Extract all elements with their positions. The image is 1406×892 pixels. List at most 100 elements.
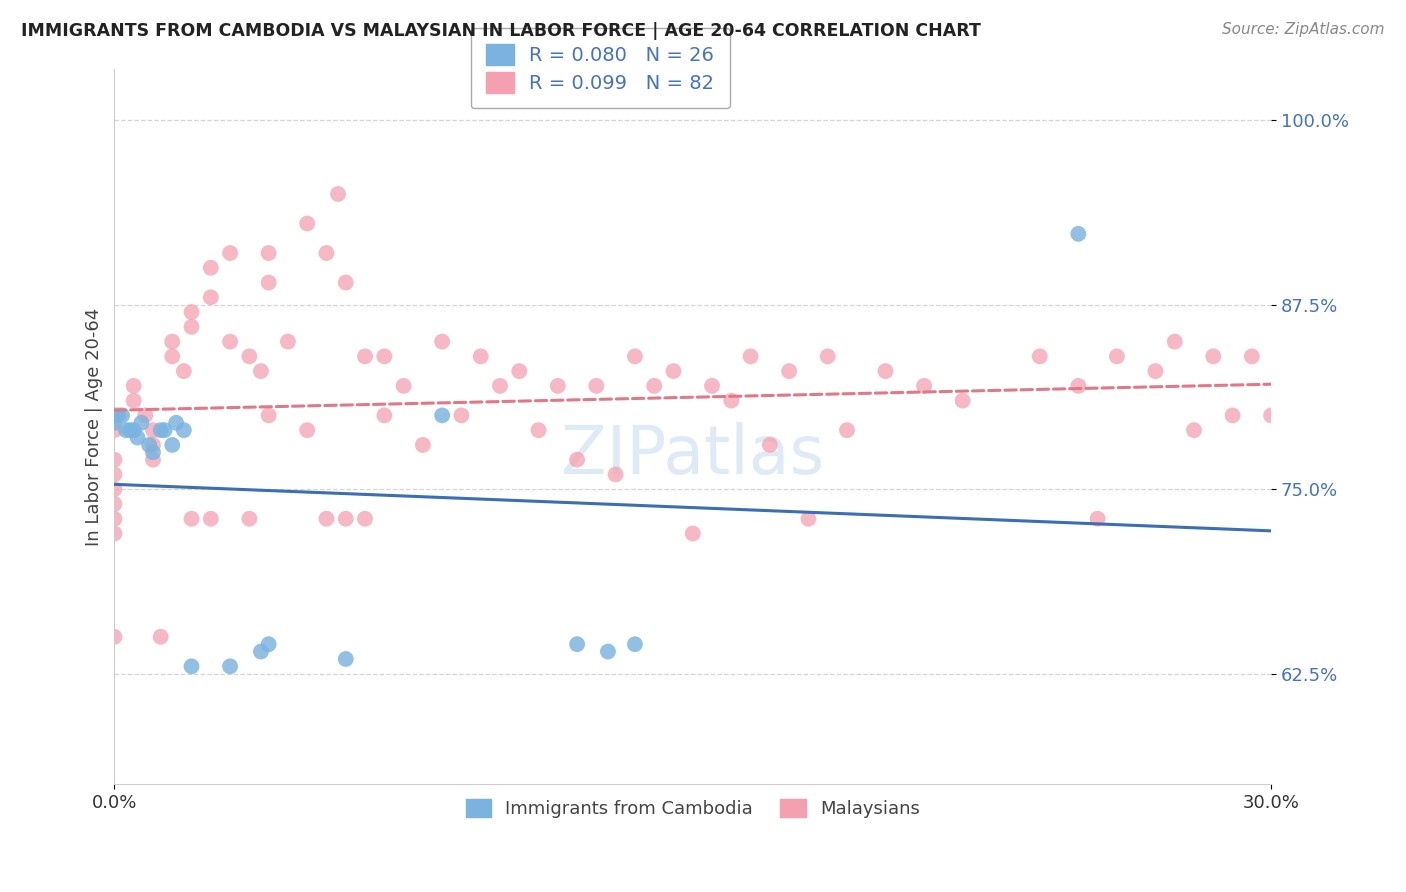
Point <box>180 319 202 334</box>
Point <box>200 512 222 526</box>
Point <box>103 452 125 467</box>
Point <box>778 364 800 378</box>
Point <box>173 423 195 437</box>
Point <box>131 416 153 430</box>
Point <box>103 630 125 644</box>
Point <box>219 334 242 349</box>
Point <box>335 652 357 666</box>
Point <box>759 438 782 452</box>
Point <box>315 512 337 526</box>
Point <box>585 379 607 393</box>
Point <box>180 659 202 673</box>
Point <box>173 364 195 378</box>
Point <box>1222 409 1244 423</box>
Point <box>115 423 138 437</box>
Point <box>219 246 242 260</box>
Text: Source: ZipAtlas.com: Source: ZipAtlas.com <box>1222 22 1385 37</box>
Point <box>111 409 134 423</box>
Point <box>700 379 723 393</box>
Point <box>952 393 974 408</box>
Legend: Immigrants from Cambodia, Malaysians: Immigrants from Cambodia, Malaysians <box>458 792 927 825</box>
Point <box>107 409 129 423</box>
Point <box>797 512 820 526</box>
Point <box>412 438 434 452</box>
Point <box>1105 350 1128 364</box>
Point <box>1067 227 1090 241</box>
Point <box>295 423 318 437</box>
Point <box>643 379 665 393</box>
Point <box>257 409 280 423</box>
Point <box>122 393 145 408</box>
Point <box>392 379 415 393</box>
Point <box>295 217 318 231</box>
Point <box>127 431 149 445</box>
Point <box>103 409 125 423</box>
Point <box>122 423 145 437</box>
Point <box>142 445 165 459</box>
Point <box>153 423 176 437</box>
Point <box>1182 423 1205 437</box>
Point <box>219 659 242 673</box>
Point <box>740 350 762 364</box>
Point <box>624 637 647 651</box>
Point <box>118 423 141 437</box>
Point <box>142 452 165 467</box>
Point <box>835 423 858 437</box>
Point <box>335 276 357 290</box>
Point <box>912 379 935 393</box>
Point <box>149 630 172 644</box>
Point <box>430 409 453 423</box>
Text: ZIPatlas: ZIPatlas <box>561 422 824 488</box>
Y-axis label: In Labor Force | Age 20-64: In Labor Force | Age 20-64 <box>86 308 103 546</box>
Point <box>662 364 685 378</box>
Point <box>1240 350 1263 364</box>
Point <box>200 290 222 304</box>
Point <box>682 526 704 541</box>
Point <box>720 393 742 408</box>
Point <box>354 512 377 526</box>
Point <box>277 334 299 349</box>
Point <box>1067 379 1090 393</box>
Point <box>565 637 588 651</box>
Point <box>257 276 280 290</box>
Point <box>489 379 512 393</box>
Point <box>238 512 260 526</box>
Point <box>149 423 172 437</box>
Point <box>1260 409 1282 423</box>
Point <box>1163 334 1185 349</box>
Point <box>354 350 377 364</box>
Point <box>103 423 125 437</box>
Point <box>257 637 280 651</box>
Point <box>257 246 280 260</box>
Point <box>875 364 897 378</box>
Point <box>103 512 125 526</box>
Point <box>596 644 619 658</box>
Point <box>605 467 627 482</box>
Point <box>142 423 165 437</box>
Point <box>200 260 222 275</box>
Point <box>180 512 202 526</box>
Point <box>122 379 145 393</box>
Point <box>103 497 125 511</box>
Point <box>165 416 187 430</box>
Point <box>250 644 273 658</box>
Point <box>817 350 839 364</box>
Point <box>238 350 260 364</box>
Point <box>138 438 160 452</box>
Point <box>470 350 492 364</box>
Point <box>103 467 125 482</box>
Point <box>1202 350 1225 364</box>
Point <box>373 409 395 423</box>
Text: IMMIGRANTS FROM CAMBODIA VS MALAYSIAN IN LABOR FORCE | AGE 20-64 CORRELATION CHA: IMMIGRANTS FROM CAMBODIA VS MALAYSIAN IN… <box>21 22 981 40</box>
Point <box>250 364 273 378</box>
Point <box>624 350 647 364</box>
Point <box>142 438 165 452</box>
Point <box>162 350 184 364</box>
Point <box>450 409 472 423</box>
Point <box>162 438 184 452</box>
Point <box>565 452 588 467</box>
Point <box>1087 512 1109 526</box>
Point <box>134 409 156 423</box>
Point <box>180 305 202 319</box>
Point <box>373 350 395 364</box>
